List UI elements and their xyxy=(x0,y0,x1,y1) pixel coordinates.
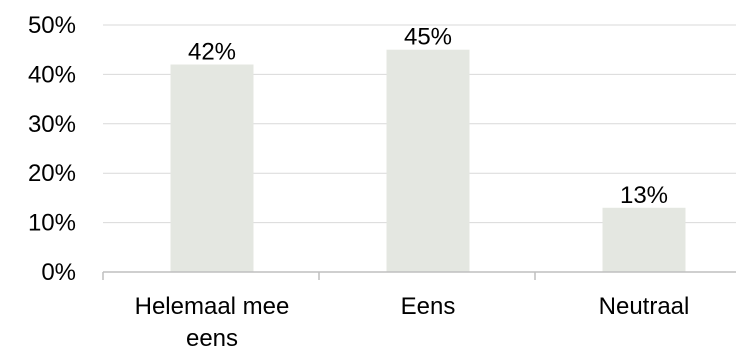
category-label: Eens xyxy=(401,293,456,320)
y-tick-label: 0% xyxy=(41,259,76,286)
y-tick-label: 10% xyxy=(28,210,76,237)
data-label: 45% xyxy=(404,24,452,51)
y-tick-label: 20% xyxy=(28,160,76,187)
y-tick-label: 50% xyxy=(28,12,76,39)
x-axis-category-labels: Helemaal mee eens Eens Neutraal xyxy=(135,293,690,352)
category-label: Helemaal mee eens xyxy=(135,293,290,352)
data-label: 13% xyxy=(620,182,668,209)
y-axis-tick-labels: 0% 10% 20% 30% 40% 50% xyxy=(28,12,76,286)
y-tick-label: 40% xyxy=(28,61,76,88)
category-label-line: Neutraal xyxy=(599,293,690,320)
data-label: 42% xyxy=(188,39,236,66)
bar xyxy=(386,49,470,273)
x-axis xyxy=(102,271,736,280)
bar xyxy=(602,207,686,272)
category-label-line: Helemaal mee xyxy=(135,293,290,320)
category-label-line: eens xyxy=(186,325,238,352)
data-labels: 42% 45% 13% xyxy=(188,24,668,209)
y-tick-label: 30% xyxy=(28,111,76,138)
category-label-line: Eens xyxy=(401,293,456,320)
bars xyxy=(170,49,686,273)
category-label: Neutraal xyxy=(599,293,690,320)
bar xyxy=(170,64,254,273)
